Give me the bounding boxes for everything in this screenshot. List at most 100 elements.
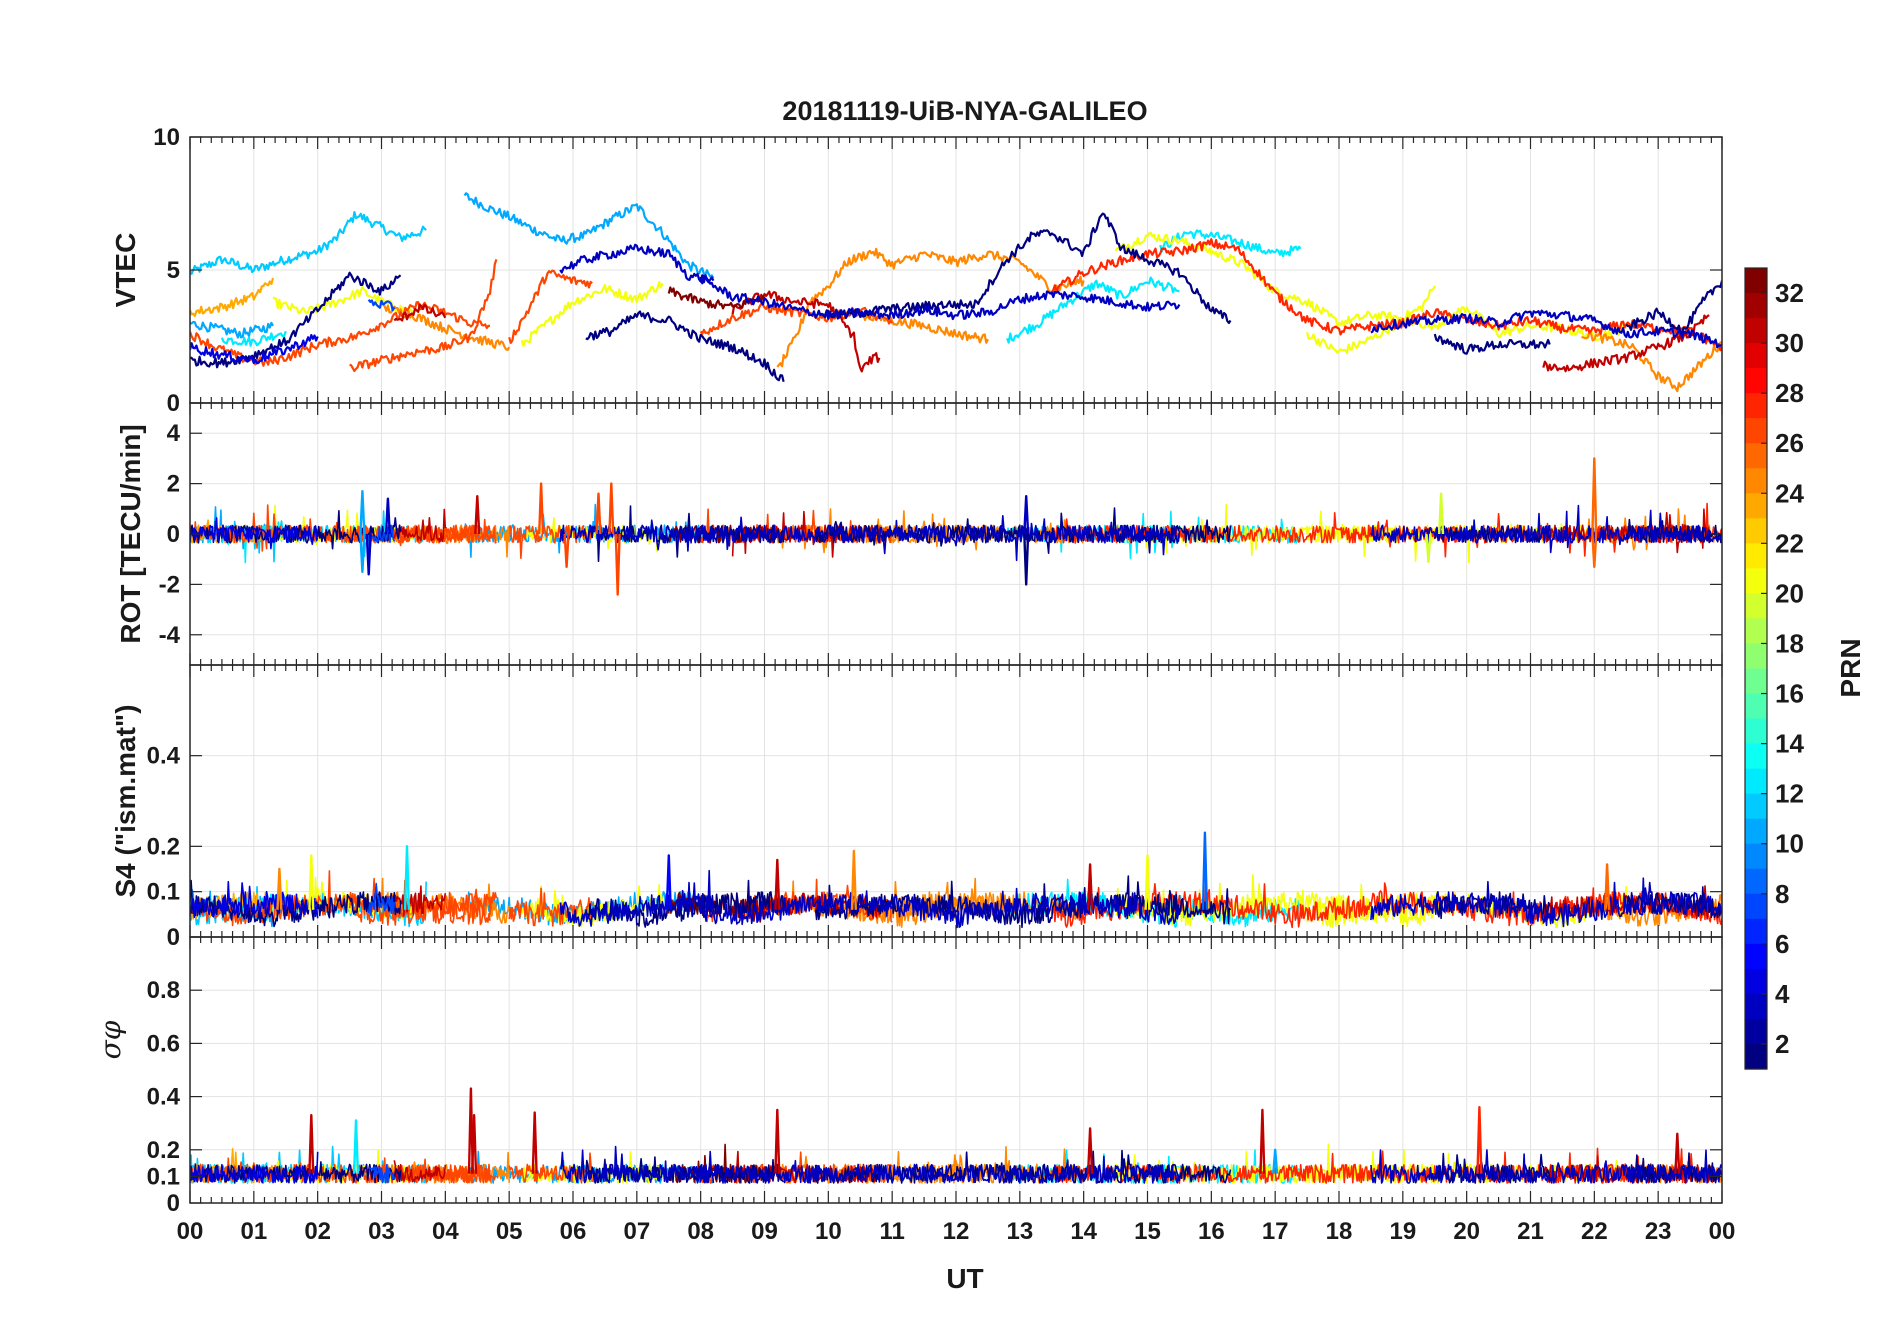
trace-prn-26 [508, 524, 593, 560]
x-tick-label: 08 [687, 1218, 714, 1245]
spike-prn-3 [365, 533, 372, 576]
colorbar-segment [1745, 418, 1767, 444]
colorbar-segment [1745, 893, 1767, 920]
colorbar-tick-label: 10 [1775, 829, 1804, 859]
y-tick-label: 5 [167, 257, 180, 284]
vtec-series-prn-12 [220, 330, 287, 347]
trace-prn-27 [1051, 873, 1722, 929]
spike-prn-24 [850, 849, 857, 910]
vtec-series-prn-26 [190, 301, 491, 367]
spike-prn-25 [1591, 457, 1598, 535]
x-tick-label: 00 [177, 1218, 204, 1245]
spike-prn-12 [403, 845, 411, 910]
x-tick-label: 11 [879, 1218, 904, 1245]
colorbar-segment [1745, 443, 1767, 469]
spike-prn-20 [308, 854, 315, 910]
trace-prn-30 [393, 508, 447, 543]
trace-prn-30 [393, 885, 447, 917]
x-tick-label: 20 [1453, 1218, 1480, 1245]
x-tick-label: 17 [1262, 1218, 1289, 1245]
spike-prn-30 [1259, 1108, 1266, 1174]
vtec-series-prn-32 [667, 286, 765, 310]
panel-data [190, 831, 1722, 929]
panel-data [190, 1087, 1722, 1184]
vtec-series-prn-26 [508, 269, 593, 344]
colorbar-segment [1745, 618, 1767, 645]
x-tick-label: 04 [432, 1218, 459, 1245]
trace-prn-3 [1370, 877, 1722, 928]
y-tick-label: -4 [159, 622, 181, 649]
colorbar-segment [1745, 568, 1767, 595]
spike-prn-30 [774, 1108, 781, 1174]
trace-prn-3 [699, 1150, 1181, 1184]
trace-prn-7 [367, 524, 396, 553]
colorbar-segment [1745, 693, 1767, 720]
x-tick-label: 22 [1581, 1218, 1608, 1245]
colorbar-tick-label: 16 [1775, 679, 1804, 709]
y-tick-label: 0.1 [147, 1163, 180, 1190]
spike-prn-10 [359, 533, 366, 573]
y-tick-label: 0.6 [147, 1030, 180, 1057]
y-tick-label: 4 [167, 420, 181, 447]
x-tick-label: 05 [496, 1218, 523, 1245]
vtec-series-prn-1 [585, 310, 785, 382]
spike-prn-19 [1425, 533, 1432, 563]
colorbar-segment [1745, 793, 1767, 820]
chart-title: 20181119-UiB-NYA-GALILEO [782, 96, 1147, 126]
x-tick-label: 12 [943, 1218, 970, 1245]
y-tick-label: 2 [167, 471, 180, 498]
panel-2: -4 -2 0 2 4 ROT [TECU/min] [115, 402, 1723, 666]
panel-data [190, 192, 1722, 393]
y-tick-label: 0 [167, 390, 180, 417]
trace-prn-3 [699, 514, 1181, 562]
x-tick-label: 02 [304, 1218, 331, 1245]
y-tick-label: 0 [167, 924, 180, 951]
y-axis-title: σφ [94, 1020, 127, 1059]
colorbar-segment [1745, 818, 1767, 845]
trace-prn-3 [559, 1145, 715, 1184]
colorbar-tick-label: 30 [1775, 328, 1804, 358]
trace-prn-3 [1370, 504, 1722, 554]
trace-prn-3 [699, 887, 1181, 929]
x-tick-label: 14 [1070, 1218, 1097, 1245]
spike-prn-24 [276, 867, 283, 910]
x-tick-label: 16 [1198, 1218, 1225, 1245]
vtec-series-prn-24 [1581, 330, 1722, 393]
spike-prn-25 [1591, 533, 1598, 568]
vtec-series-prn-3 [559, 243, 715, 284]
colorbar-segment [1745, 468, 1767, 494]
colorbar-tick-label: 28 [1775, 378, 1804, 408]
x-tick-label: 19 [1389, 1218, 1416, 1245]
spike-prn-30 [774, 858, 781, 910]
colorbar-segment [1745, 318, 1767, 344]
trace-prn-3 [559, 519, 714, 552]
colorbar-tick-label: 4 [1775, 979, 1790, 1009]
spike-prn-10 [359, 490, 366, 535]
colorbar-segment [1745, 393, 1767, 419]
colorbar-tick-label: 18 [1775, 628, 1804, 658]
colorbar-tick-label: 12 [1775, 779, 1804, 809]
x-tick-label: 18 [1326, 1218, 1353, 1245]
colorbar-tick-label: 6 [1775, 929, 1789, 959]
y-tick-label: 10 [153, 124, 180, 151]
spike-prn-25 [1604, 863, 1611, 910]
x-tick-label: 13 [1006, 1218, 1033, 1245]
x-tick-label: 15 [1134, 1218, 1161, 1245]
trace-prn-26 [348, 1158, 497, 1184]
x-tick-label: 00 [1709, 1218, 1736, 1245]
colorbar-segment [1745, 868, 1767, 895]
vtec-series-prn-11 [190, 211, 427, 275]
colorbar-segment [1745, 918, 1767, 945]
colorbar-segment [1745, 843, 1767, 870]
spike-prn-26 [538, 482, 545, 535]
panel-1: 0 5 10 VTEC [110, 124, 1723, 417]
spike-prn-26 [608, 482, 615, 535]
vtec-series-prn-20 [272, 286, 415, 315]
y-axis-title: S4 ("ism.mat") [110, 704, 141, 897]
spike-prn-19 [1438, 492, 1445, 535]
vtec-series-prn-3 [1370, 309, 1722, 349]
trace-prn-26 [348, 888, 498, 926]
colorbar-segment [1745, 1043, 1767, 1070]
